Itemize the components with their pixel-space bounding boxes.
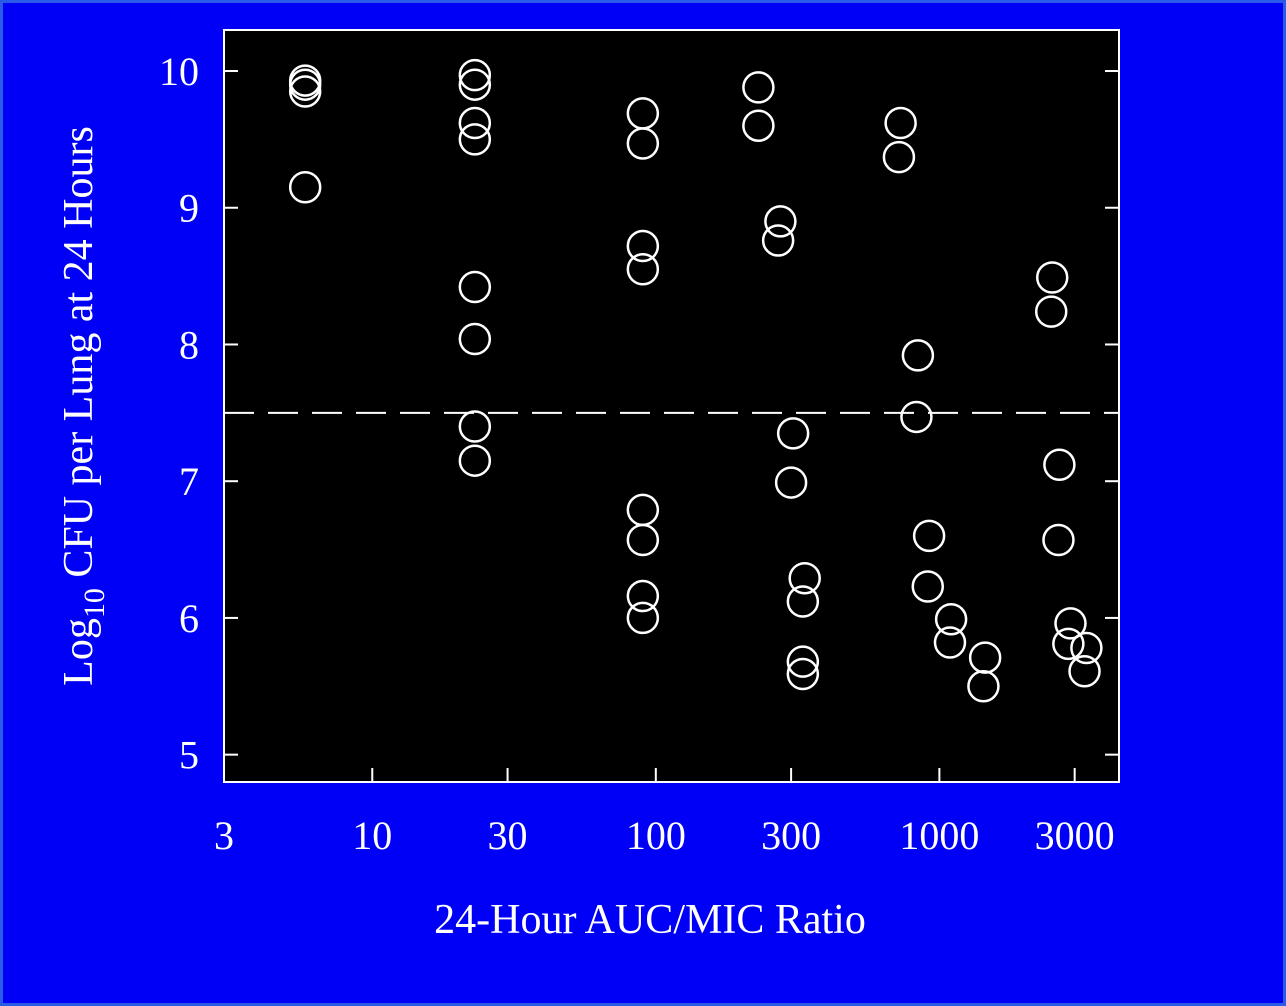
y-axis-title-subscript: 10 — [78, 588, 111, 618]
data-point — [626, 229, 660, 263]
data-point — [900, 400, 933, 434]
data-point — [626, 127, 660, 160]
data-point — [967, 670, 1000, 703]
data-point — [458, 123, 492, 156]
y-axis-title-main: Log — [56, 618, 102, 686]
data-point — [933, 626, 967, 659]
data-point — [776, 417, 810, 450]
y-tick-label: 10 — [159, 49, 199, 94]
data-point — [786, 645, 820, 678]
y-tick-label: 5 — [179, 733, 199, 778]
data-point — [288, 68, 322, 101]
data-point — [458, 410, 492, 443]
x-tick-label: 10 — [352, 813, 392, 858]
y-tick-label: 8 — [179, 322, 199, 367]
data-point — [901, 339, 935, 372]
data-point — [884, 106, 917, 140]
y-tick-label: 7 — [179, 459, 199, 504]
data-point — [882, 140, 916, 174]
data-point — [458, 58, 492, 92]
data-point — [458, 68, 492, 101]
data-point — [458, 106, 492, 140]
data-point — [911, 570, 945, 603]
y-axis-title: Log10 CFU per Lung at 24 Hours — [56, 126, 111, 686]
data-point — [1070, 631, 1103, 665]
data-point — [742, 109, 775, 142]
data-point — [764, 205, 797, 238]
data-point — [288, 170, 322, 204]
data-point — [786, 585, 820, 618]
data-point — [761, 224, 795, 257]
x-tick-label: 1000 — [899, 813, 979, 858]
y-axis-title-rest: CFU per Lung at 24 Hours — [56, 126, 102, 588]
y-tick-label: 6 — [179, 596, 199, 641]
data-point — [626, 601, 660, 635]
y-tick-label: 9 — [179, 186, 199, 231]
data-point — [458, 444, 492, 477]
x-tick-label: 3 — [214, 813, 234, 858]
data-point — [788, 562, 821, 595]
data-point — [934, 603, 968, 636]
data-point — [458, 322, 492, 356]
data-point — [1068, 655, 1101, 688]
data-point — [1034, 295, 1068, 328]
data-point — [786, 657, 820, 691]
data-point — [458, 270, 492, 304]
data-point — [288, 75, 322, 108]
x-tick-label: 300 — [761, 813, 821, 858]
data-point — [774, 466, 808, 499]
x-tick-label: 100 — [626, 813, 686, 858]
plot-area — [224, 30, 1119, 782]
data-point — [626, 253, 660, 286]
x-axis-title: 24-Hour AUC/MIC Ratio — [434, 897, 866, 943]
data-point — [1043, 448, 1076, 482]
plot-frame — [223, 29, 1120, 783]
data-point — [1054, 607, 1087, 640]
data-point — [1052, 627, 1085, 661]
x-tick-label: 30 — [488, 813, 528, 858]
data-point — [626, 523, 660, 557]
data-point — [742, 71, 775, 104]
data-point — [1042, 523, 1075, 557]
data-point — [1035, 261, 1069, 294]
x-tick-label: 3000 — [1035, 813, 1115, 858]
data-point — [626, 579, 660, 613]
data-point — [912, 519, 946, 553]
